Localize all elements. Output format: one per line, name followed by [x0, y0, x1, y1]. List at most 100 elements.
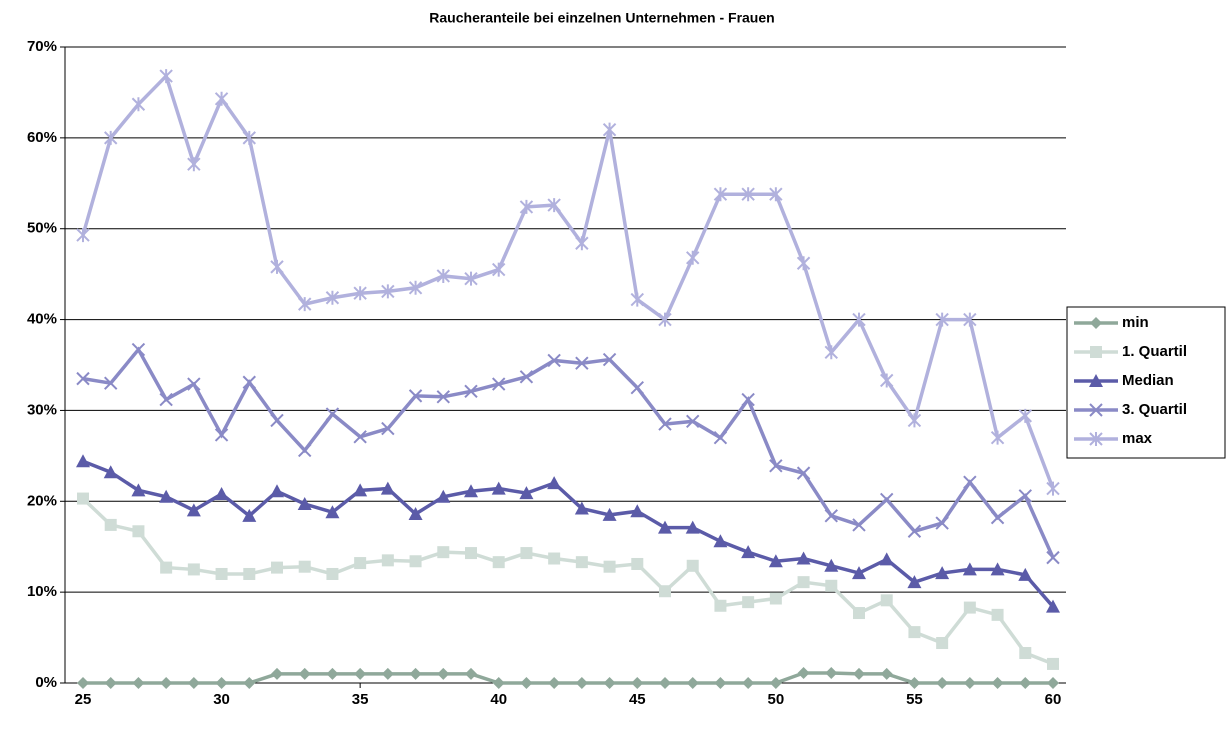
marker [381, 284, 395, 299]
marker [575, 677, 588, 689]
legend-label: 3. Quartil [1122, 401, 1187, 418]
marker [742, 677, 755, 689]
marker [214, 428, 229, 442]
marker [491, 481, 506, 495]
marker [325, 505, 340, 519]
marker [824, 345, 838, 360]
marker [547, 353, 561, 368]
marker [824, 558, 839, 572]
marker [159, 489, 174, 503]
marker [381, 421, 395, 436]
marker [409, 555, 422, 568]
marker [1018, 408, 1032, 423]
x-tick-label: 35 [352, 691, 369, 708]
marker [603, 560, 616, 573]
marker [77, 677, 89, 689]
marker [990, 430, 1005, 445]
marker [1089, 432, 1103, 446]
marker [713, 187, 728, 202]
marker [713, 430, 728, 445]
marker [1018, 567, 1033, 581]
marker [354, 557, 367, 570]
y-tick-label: 50% [27, 220, 57, 237]
marker [1019, 647, 1032, 660]
marker [131, 97, 146, 112]
marker [769, 592, 782, 605]
marker [1046, 481, 1060, 496]
marker [631, 557, 644, 570]
marker [492, 262, 506, 277]
marker [104, 677, 117, 689]
marker [907, 413, 922, 428]
y-tick-label: 20% [27, 492, 57, 509]
marker [408, 389, 423, 403]
marker [76, 228, 90, 243]
marker [602, 122, 617, 137]
marker [243, 567, 256, 580]
marker [187, 677, 200, 689]
marker [243, 677, 256, 689]
marker [298, 443, 312, 458]
marker [520, 547, 533, 560]
marker [991, 608, 1004, 621]
marker [741, 187, 755, 202]
marker [519, 486, 534, 500]
marker [880, 492, 894, 507]
series-line [82, 459, 1055, 608]
marker [1047, 657, 1059, 670]
marker [685, 520, 700, 534]
marker [326, 667, 339, 680]
marker [104, 376, 118, 390]
y-tick-label: 30% [27, 401, 57, 418]
marker [603, 677, 616, 689]
marker [768, 554, 783, 568]
marker [547, 476, 562, 490]
marker [769, 677, 782, 689]
marker [991, 677, 1004, 689]
marker [465, 547, 477, 560]
marker [741, 392, 755, 407]
marker [214, 91, 229, 106]
marker [686, 250, 700, 265]
marker [742, 596, 755, 609]
marker [104, 130, 118, 145]
marker [436, 390, 450, 404]
marker [824, 509, 838, 523]
marker [658, 312, 672, 327]
marker [160, 677, 173, 689]
marker [630, 292, 644, 307]
marker [1089, 374, 1103, 387]
marker [963, 601, 976, 614]
marker [271, 561, 283, 574]
marker [963, 475, 977, 489]
marker [963, 312, 977, 327]
marker [686, 414, 700, 429]
marker [880, 667, 893, 680]
marker [1018, 489, 1032, 503]
marker [907, 524, 922, 538]
marker [686, 677, 699, 689]
marker [492, 377, 506, 391]
marker [602, 507, 617, 521]
marker [575, 556, 588, 569]
marker [907, 575, 922, 589]
marker [465, 667, 477, 680]
marker [159, 69, 173, 84]
marker [271, 667, 283, 680]
marker [104, 518, 117, 531]
marker [714, 599, 727, 612]
x-tick-label: 30 [213, 691, 230, 708]
marker [187, 157, 201, 172]
marker [879, 552, 894, 566]
marker [962, 562, 977, 576]
marker [548, 677, 561, 689]
marker [1089, 403, 1103, 417]
marker [908, 626, 921, 639]
marker [990, 510, 1005, 525]
marker [354, 667, 367, 680]
marker [574, 501, 589, 515]
marker [242, 508, 257, 522]
marker [76, 454, 90, 468]
marker [409, 667, 422, 680]
